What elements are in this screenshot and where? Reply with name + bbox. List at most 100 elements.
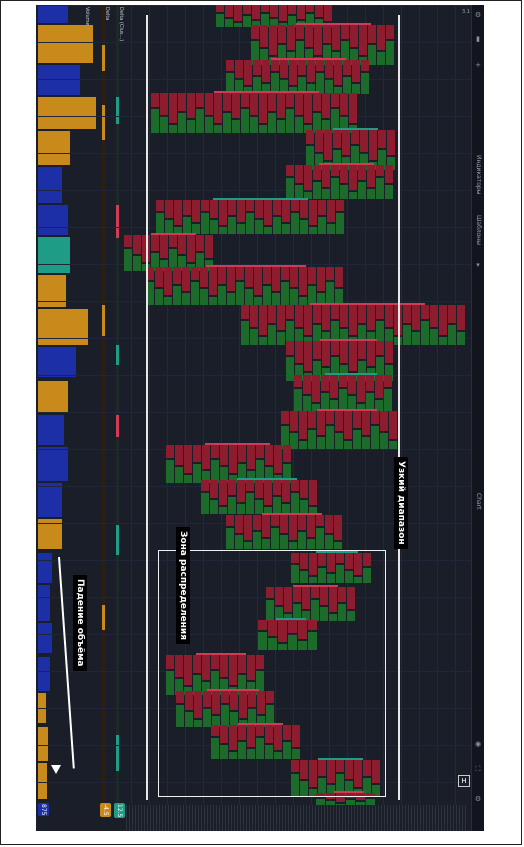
cluster-cell	[389, 411, 397, 439]
cluster-cell	[255, 500, 263, 514]
cluster-cell	[259, 125, 267, 133]
cluster-cell	[307, 60, 315, 82]
toolbar-chart[interactable]: Chart	[475, 493, 482, 510]
cluster-cell	[160, 93, 168, 115]
cluster-cell	[253, 515, 261, 530]
volume-bar	[38, 415, 64, 445]
cluster-cell	[205, 235, 213, 258]
cluster-cell	[361, 73, 369, 94]
cluster-cell	[326, 801, 335, 805]
chart-app: Volume Delta Delta (Clus...) Зона распре…	[36, 5, 484, 831]
grid-line	[36, 708, 472, 709]
cluster-cell	[338, 604, 346, 621]
cluster-cell	[295, 329, 303, 345]
cluster-top-line	[276, 618, 306, 620]
cluster-strip	[116, 5, 119, 805]
volume-bar	[38, 483, 62, 517]
cluster-cell	[300, 200, 308, 218]
cluster-cell	[286, 305, 294, 319]
cluster-cell	[241, 93, 249, 107]
cluster-cell	[254, 297, 262, 305]
cluster-cell	[331, 93, 339, 107]
cluster-cell	[292, 725, 300, 747]
time-axis	[126, 805, 466, 831]
volume-value-tag: 875	[38, 803, 49, 817]
cluster-cell	[193, 655, 201, 673]
cluster-cell	[302, 611, 310, 621]
delta-value-tag: -4.5	[100, 803, 111, 817]
grid-line	[36, 560, 472, 561]
cluster-cell	[201, 213, 209, 234]
cluster-cell	[321, 393, 329, 411]
cluster-cell	[291, 553, 299, 563]
cluster-cell	[210, 480, 218, 498]
cluster-cell	[306, 146, 314, 170]
cluster-cell	[187, 120, 195, 133]
gear-icon[interactable]: ⚙	[474, 795, 482, 803]
cluster-cell	[340, 305, 348, 327]
chevron-down-icon[interactable]: ▾	[476, 261, 480, 269]
cluster-cell	[387, 130, 395, 155]
cluster-cell	[385, 341, 393, 363]
cluster-top-line	[207, 689, 259, 691]
cluster-cell	[334, 515, 342, 540]
cluster-cell	[275, 587, 283, 605]
settings-icon[interactable]: ⚙	[474, 11, 482, 19]
cluster-cell	[311, 600, 319, 621]
footprint-cluster	[166, 443, 296, 483]
cluster-cell	[203, 691, 211, 707]
cluster-cell	[203, 709, 211, 727]
cluster-cell	[348, 375, 356, 394]
indicator-mark	[116, 97, 119, 124]
volume-bar	[38, 381, 68, 413]
cluster-cell	[220, 445, 228, 465]
cluster-cell	[193, 464, 201, 483]
camera-icon[interactable]: ◉	[474, 740, 482, 748]
cluster-cell	[124, 249, 132, 271]
cluster-cell	[169, 249, 177, 271]
cluster-cell	[329, 614, 337, 621]
footprint-cluster	[286, 163, 396, 199]
scale-button[interactable]: H	[458, 775, 470, 787]
cluster-cell	[237, 224, 245, 234]
cluster-cell	[315, 154, 323, 170]
cluster-cell	[246, 213, 254, 234]
cluster-cell	[232, 120, 240, 133]
cluster-cell	[187, 93, 195, 118]
cluster-cell	[225, 5, 233, 17]
cluster-cell	[334, 542, 342, 549]
toolbar-indicators[interactable]: Индикаторы	[475, 155, 482, 195]
candle-icon[interactable]: ▮	[476, 35, 480, 43]
fullscreen-icon[interactable]: ⛶	[475, 765, 481, 773]
cluster-cell	[193, 675, 201, 695]
cluster-cell	[351, 130, 359, 144]
cluster-cell	[234, 5, 242, 21]
cluster-cell	[278, 620, 287, 642]
cluster-cell	[321, 375, 329, 391]
cluster-cell	[244, 515, 252, 540]
grid-line	[365, 5, 366, 805]
cluster-cell	[289, 60, 297, 85]
cluster-cell	[175, 655, 183, 677]
cluster-cell	[336, 200, 344, 211]
cluster-cell	[192, 200, 200, 222]
cluster-cell	[264, 480, 272, 505]
cluster-value-tag: 12.5	[114, 803, 125, 819]
cluster-cell	[387, 157, 395, 170]
cluster-cell	[286, 341, 294, 355]
volume-bar	[38, 623, 52, 653]
cluster-cell	[247, 471, 255, 483]
cluster-cell	[380, 411, 388, 431]
cluster-cell	[358, 361, 366, 381]
cluster-cell	[322, 165, 330, 187]
cluster-cell	[377, 52, 385, 65]
volume-bar	[38, 447, 68, 481]
cluster-cell	[175, 679, 183, 695]
cluster-cell	[259, 305, 267, 335]
cluster-cell	[260, 49, 268, 65]
plus-icon[interactable]: +	[475, 61, 481, 69]
toolbar-templates[interactable]: Шаблоны	[475, 215, 482, 245]
cluster-cell	[318, 553, 326, 566]
indicator-mark	[116, 345, 119, 365]
cluster-cell	[430, 305, 438, 327]
